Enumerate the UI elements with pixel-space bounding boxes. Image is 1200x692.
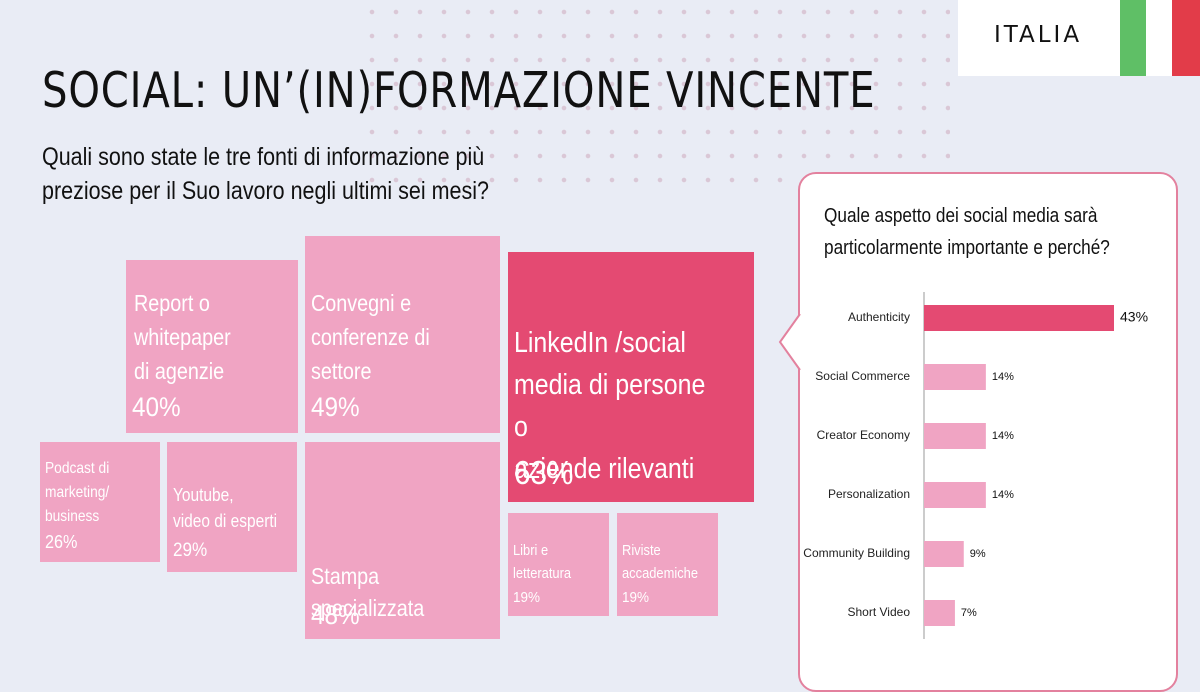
bar-category-label: Community Building xyxy=(803,546,910,560)
flag-white-stripe xyxy=(1146,0,1172,76)
bar-value-label: 9% xyxy=(970,548,986,560)
tile-convegni: Convegni e conferenze di settore 49% xyxy=(305,236,500,433)
page-title: SOCIAL: UN’(IN)FORMAZIONE VINCENTE xyxy=(42,62,876,119)
bar xyxy=(924,600,955,626)
flag-green-stripe xyxy=(1120,0,1146,76)
aspects-bar-chart: Authenticity 43% Social Commerce 14% Creator… xyxy=(803,292,1148,639)
bar xyxy=(924,305,1114,331)
tile-libri-value: 19% xyxy=(513,589,541,606)
bar-value-label: 7% xyxy=(961,607,977,619)
tile-stampa: Stampa specializzata 48% xyxy=(305,442,500,639)
country-label: ITALIA xyxy=(993,22,1083,48)
tile-convegni-value: 49% xyxy=(311,392,360,422)
tile-youtube: Youtube, video di esperti 29% xyxy=(167,442,297,572)
bar xyxy=(924,423,986,449)
tile-podcast: Podcast di marketing/ business 26% xyxy=(40,442,160,562)
tile-riviste-value: 19% xyxy=(622,589,650,606)
tile-linkedin-label: LinkedIn /social media di persone o azie… xyxy=(514,327,706,485)
tile-riviste: Riviste accademiche 19% xyxy=(617,513,718,616)
tile-podcast-value: 26% xyxy=(45,532,78,552)
bar-category-label: Creator Economy xyxy=(817,428,910,442)
bar-value-label: 14% xyxy=(992,371,1014,383)
panel-question: Quale aspetto dei social media sarà part… xyxy=(824,205,1110,259)
social-aspects-panel xyxy=(798,172,1178,692)
tile-linkedin: LinkedIn /social media di persone o azie… xyxy=(508,252,754,502)
tile-stampa-value: 48% xyxy=(311,600,360,630)
bar xyxy=(924,482,986,508)
bar-value-label: 14% xyxy=(992,430,1014,442)
bar xyxy=(924,364,986,390)
decorative-dots xyxy=(360,0,950,190)
flag-red-stripe xyxy=(1172,0,1200,76)
bar-value-label: 14% xyxy=(992,489,1014,501)
tile-riviste-label: Riviste accademiche xyxy=(622,542,699,582)
page-subtitle: Quali sono state le tre fonti di informa… xyxy=(42,143,489,205)
bar-value-label: 43% xyxy=(1120,309,1148,325)
tile-youtube-value: 29% xyxy=(173,540,208,561)
bar-category-label: Social Commerce xyxy=(815,369,910,383)
tile-report-label: Report o whitepaper di agenzie xyxy=(134,290,231,384)
tile-convegni-label: Convegni e conferenze di settore xyxy=(311,290,430,384)
tile-podcast-label: Podcast di marketing/ business xyxy=(45,460,110,525)
tile-stampa-label: Stampa specializzata xyxy=(311,563,425,621)
tile-linkedin-value: 63% xyxy=(514,454,574,491)
bar-category-label: Short Video xyxy=(848,605,911,619)
panel-pointer xyxy=(778,313,801,371)
tile-libri: Libri e letteratura 19% xyxy=(508,513,609,616)
tile-libri-label: Libri e letteratura xyxy=(513,542,572,582)
tile-youtube-label: Youtube, video di esperti xyxy=(173,485,278,531)
tile-report-value: 40% xyxy=(132,392,181,422)
bar-category-label: Personalization xyxy=(828,487,910,501)
bar-category-label: Authenticity xyxy=(848,310,910,324)
bar xyxy=(924,541,964,567)
tile-report: Report o whitepaper di agenzie 40% xyxy=(126,260,298,433)
